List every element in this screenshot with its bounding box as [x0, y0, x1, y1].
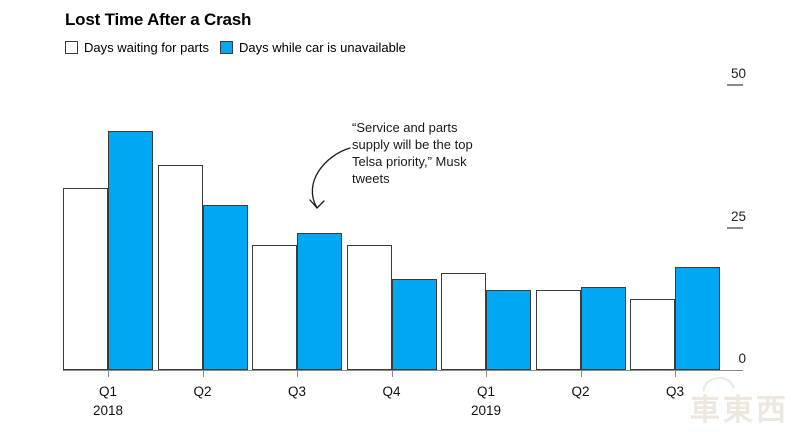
y-axis-label: 0: [738, 351, 746, 366]
bar-days-waiting-parts: [252, 245, 297, 370]
bar-days-waiting-parts: [441, 273, 486, 370]
legend-label-days-waiting: Days waiting for parts: [84, 40, 209, 55]
bar-days-car-unavailable: [580, 287, 626, 370]
legend-label-days-unavailable: Days while car is unavailable: [239, 40, 406, 55]
x-axis-tick: [675, 370, 676, 377]
annotation-arrow-icon: [309, 147, 351, 209]
legend-swatch-blue-icon: [220, 41, 233, 54]
y-axis-label: 50: [730, 66, 746, 81]
annotation-musk-tweet: “Service and parts supply will be the to…: [352, 120, 473, 186]
x-axis-tick: [486, 370, 487, 377]
bar-days-waiting-parts: [535, 290, 581, 370]
y-axis-label: 25: [730, 208, 746, 224]
x-axis-year-label: 2018: [92, 403, 124, 418]
x-axis-label: Q2: [571, 384, 590, 399]
chart-title: Lost Time After a Crash: [65, 10, 252, 29]
x-axis-label: Q4: [382, 384, 401, 399]
bar-days-car-unavailable: [202, 205, 248, 370]
x-axis-label: Q2: [193, 384, 212, 399]
x-axis-tick: [391, 370, 393, 377]
x-axis-tick: [202, 370, 204, 377]
x-axis-label: Q1: [476, 384, 495, 399]
legend-item-days-waiting: Days waiting for parts: [65, 40, 209, 55]
y-axis-tick: [727, 84, 743, 86]
watermark-chedongxi: 車東西: [690, 394, 789, 427]
legend: Days waiting for parts Days while car is…: [65, 40, 406, 55]
bar-days-car-unavailable: [486, 290, 531, 370]
legend-swatch-white-icon: [65, 41, 78, 54]
x-axis-line: [63, 370, 743, 371]
x-axis-year-label: 2019: [470, 403, 502, 418]
bar-days-waiting-parts: [346, 245, 392, 370]
bar-days-car-unavailable: [297, 233, 342, 370]
x-axis-label: Q3: [287, 384, 306, 399]
bar-days-waiting-parts: [63, 188, 108, 370]
bar-days-waiting-parts: [630, 299, 675, 370]
bar-days-car-unavailable: [391, 279, 437, 370]
bar-days-car-unavailable: [675, 267, 720, 370]
legend-item-days-unavailable: Days while car is unavailable: [220, 40, 406, 55]
x-axis-label: Q3: [665, 384, 684, 399]
x-axis-tick: [297, 370, 298, 377]
x-axis-label: Q1: [98, 384, 117, 399]
x-axis-tick: [580, 370, 582, 377]
bar-days-car-unavailable: [108, 131, 153, 370]
bar-days-waiting-parts: [157, 165, 203, 370]
x-axis-tick: [108, 370, 109, 377]
y-axis-tick: [727, 226, 743, 229]
